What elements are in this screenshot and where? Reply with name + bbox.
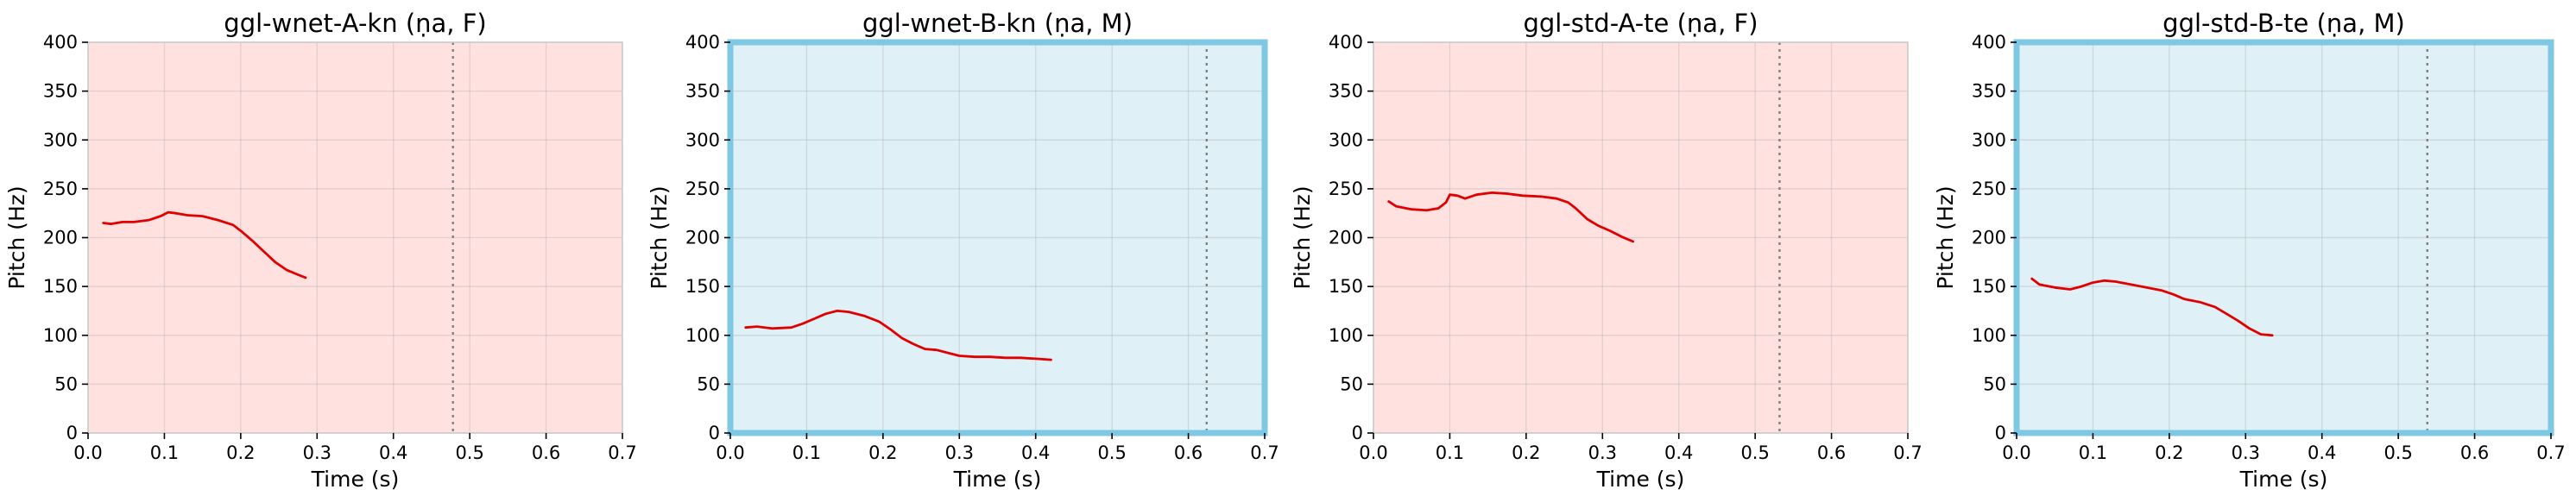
y-tick-label: 50: [697, 373, 720, 394]
x-axis-label: Time (s): [2239, 467, 2328, 492]
x-tick-label: 0.2: [1512, 442, 1540, 463]
x-tick-label: 0.2: [226, 442, 255, 463]
y-tick-label: 350: [1972, 81, 2006, 102]
chart-title: ggl-wnet-B-kn (ṇa, M): [862, 9, 1133, 38]
y-tick-label: 300: [685, 129, 720, 150]
x-tick-label: 0.7: [608, 442, 636, 463]
y-axis-label: Pitch (Hz): [1290, 185, 1315, 289]
y-tick-label: 0: [1995, 423, 2006, 443]
x-axis-label: Time (s): [1596, 467, 1685, 492]
x-tick-label: 0.7: [2536, 442, 2565, 463]
chart-panel-1: 0.0 0.1 0.2 0.3 0.4 0.5 0.6 0.7 0 50 100 150 200 250 3…: [4, 9, 637, 492]
y-tick-label: 150: [685, 276, 720, 297]
x-tick-label: 0.1: [792, 442, 821, 463]
x-tick-label: 0.4: [379, 442, 407, 463]
y-tick-label: 200: [1329, 228, 1363, 248]
x-tick-label: 0.3: [945, 442, 974, 463]
x-tick-label: 0.5: [1097, 442, 1126, 463]
plot-background: [88, 42, 622, 433]
y-tick-label: 100: [1329, 325, 1363, 346]
x-tick-label: 0.6: [2460, 442, 2489, 463]
chart-title: ggl-wnet-A-kn (ṇa, F): [224, 9, 486, 38]
pitch-series-line: [1387, 191, 1635, 243]
plot-background: [730, 42, 1265, 433]
y-tick-label: 250: [43, 179, 78, 199]
x-tick-label: 0.0: [1359, 442, 1387, 463]
y-tick-label: 400: [1972, 32, 2006, 53]
x-tick-label: 0.6: [1174, 442, 1203, 463]
x-tick-label: 0.7: [1250, 442, 1279, 463]
y-tick-label: 150: [43, 276, 78, 297]
x-tick-label: 0.4: [1021, 442, 1050, 463]
plot-background: [2017, 42, 2551, 433]
x-tick-label: 0.3: [1588, 442, 1617, 463]
chart-panel-4: 0.0 0.1 0.2 0.3 0.4 0.5 0.6 0.7 0 50 100 150 200 250 3…: [1933, 9, 2566, 492]
x-tick-label: 0.3: [303, 442, 331, 463]
y-tick-label: 100: [1972, 325, 2006, 346]
y-tick-label: 250: [1329, 179, 1363, 199]
y-tick-label: 200: [685, 228, 720, 248]
pitch-series-line: [102, 210, 307, 279]
x-tick-label: 0.1: [2079, 442, 2107, 463]
x-tick-label: 0.1: [1436, 442, 1464, 463]
x-axis-label: Time (s): [311, 467, 400, 492]
x-axis-label: Time (s): [953, 467, 1042, 492]
chart-title: ggl-std-B-te (ṇa, M): [2162, 9, 2405, 38]
y-tick-label: 350: [43, 81, 78, 102]
x-tick-label: 0.2: [2155, 442, 2183, 463]
y-tick-label: 400: [43, 32, 78, 53]
y-axis-label: Pitch (Hz): [1933, 185, 1958, 289]
x-tick-label: 0.4: [1664, 442, 1693, 463]
y-tick-label: 350: [685, 81, 720, 102]
x-tick-label: 0.6: [532, 442, 560, 463]
y-tick-label: 50: [1340, 373, 1363, 394]
chart-panel-2: 0.0 0.1 0.2 0.3 0.4 0.5 0.6 0.7 0 50 100 150 200 250 3…: [647, 9, 1279, 492]
y-axis-label: Pitch (Hz): [4, 185, 29, 289]
x-tick-label: 0.0: [716, 442, 744, 463]
x-tick-label: 0.5: [1740, 442, 1769, 463]
y-tick-label: 150: [1972, 276, 2006, 297]
y-tick-label: 150: [1329, 276, 1363, 297]
y-tick-label: 100: [43, 325, 78, 346]
chart-title: ggl-std-A-te (ṇa, F): [1523, 9, 1758, 38]
y-tick-label: 250: [685, 179, 720, 199]
y-tick-label: 0: [709, 423, 720, 443]
x-tick-label: 0.5: [2383, 442, 2412, 463]
x-tick-label: 0.5: [455, 442, 483, 463]
y-tick-label: 0: [1352, 423, 1363, 443]
x-tick-label: 0.3: [2232, 442, 2260, 463]
y-tick-label: 400: [685, 32, 720, 53]
y-tick-label: 300: [43, 129, 78, 150]
pitch-series-line: [2030, 277, 2274, 337]
y-tick-label: 100: [685, 325, 720, 346]
y-tick-label: 200: [1972, 228, 2006, 248]
y-tick-label: 200: [43, 228, 78, 248]
y-tick-label: 250: [1972, 179, 2006, 199]
x-tick-label: 0.7: [1893, 442, 1922, 463]
y-tick-label: 300: [1329, 129, 1363, 150]
y-tick-label: 400: [1329, 32, 1363, 53]
y-tick-label: 50: [1983, 373, 2006, 394]
y-tick-label: 50: [54, 373, 78, 394]
y-tick-label: 300: [1972, 129, 2006, 150]
pitch-series-line: [744, 309, 1052, 361]
y-axis-label: Pitch (Hz): [647, 185, 672, 289]
x-tick-label: 0.0: [2002, 442, 2030, 463]
x-tick-label: 0.6: [1817, 442, 1846, 463]
chart-panel-3: 0.0 0.1 0.2 0.3 0.4 0.5 0.6 0.7 0 50 100 150 200 250 3…: [1290, 9, 1923, 492]
x-tick-label: 0.0: [73, 442, 102, 463]
y-tick-label: 0: [66, 423, 78, 443]
x-tick-label: 0.2: [868, 442, 897, 463]
x-tick-label: 0.4: [2308, 442, 2336, 463]
plot-background: [1373, 42, 1908, 433]
x-tick-label: 0.1: [150, 442, 179, 463]
y-tick-label: 350: [1329, 81, 1363, 102]
